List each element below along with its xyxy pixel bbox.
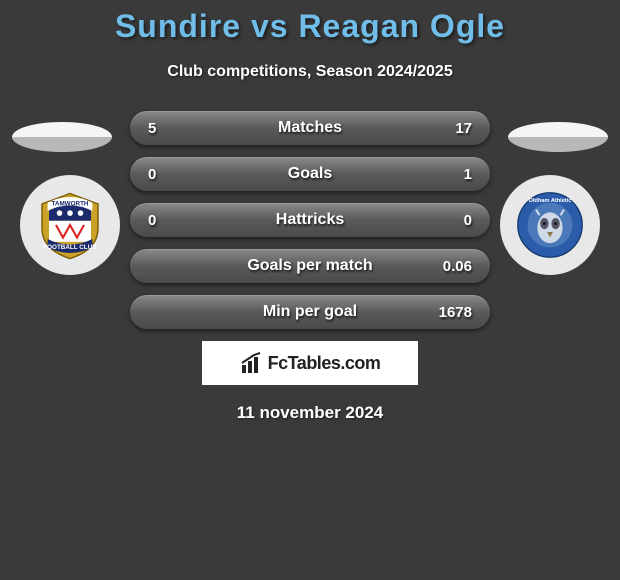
- stat-right-value: 1678: [439, 304, 472, 321]
- stat-left-value: 0: [148, 212, 156, 229]
- stat-label: Goals: [288, 165, 332, 183]
- stat-label: Min per goal: [263, 303, 357, 321]
- stat-label: Goals per match: [247, 257, 372, 275]
- stat-row: 0 Goals 1: [130, 157, 490, 191]
- stat-label: Hattricks: [276, 211, 344, 229]
- player-slot-left: [12, 122, 112, 152]
- stat-right-value: 0: [464, 212, 472, 229]
- tamworth-badge-icon: FOOTBALL CLUB TAMWORTH: [35, 190, 105, 260]
- svg-text:Oldham Athletic: Oldham Athletic: [529, 198, 572, 204]
- brand-badge[interactable]: FcTables.com: [202, 341, 418, 385]
- stat-left-value: 0: [148, 166, 156, 183]
- svg-text:FOOTBALL CLUB: FOOTBALL CLUB: [43, 244, 97, 251]
- subtitle: Club competitions, Season 2024/2025: [0, 63, 620, 81]
- club-crest-left: FOOTBALL CLUB TAMWORTH: [20, 175, 120, 275]
- stat-row: 5 Matches 17: [130, 111, 490, 145]
- stat-row: Min per goal 1678: [130, 295, 490, 329]
- stat-right-value: 17: [455, 120, 472, 137]
- svg-text:TAMWORTH: TAMWORTH: [52, 200, 89, 207]
- date-label: 11 november 2024: [0, 403, 620, 423]
- stat-row: 0 Hattricks 0: [130, 203, 490, 237]
- stat-label: Matches: [278, 119, 342, 137]
- stat-left-value: 5: [148, 120, 156, 137]
- player-slot-right: [508, 122, 608, 152]
- brand-text: FcTables.com: [268, 353, 381, 374]
- stat-right-value: 0.06: [443, 258, 472, 275]
- stat-row: Goals per match 0.06: [130, 249, 490, 283]
- club-crest-right: Oldham Athletic: [500, 175, 600, 275]
- chart-icon: [240, 351, 264, 375]
- page-title: Sundire vs Reagan Ogle: [0, 0, 620, 45]
- stats-container: 5 Matches 17 0 Goals 1 0 Hattricks 0 Goa…: [130, 111, 490, 329]
- stat-right-value: 1: [464, 166, 472, 183]
- oldham-badge-icon: Oldham Athletic: [515, 190, 585, 260]
